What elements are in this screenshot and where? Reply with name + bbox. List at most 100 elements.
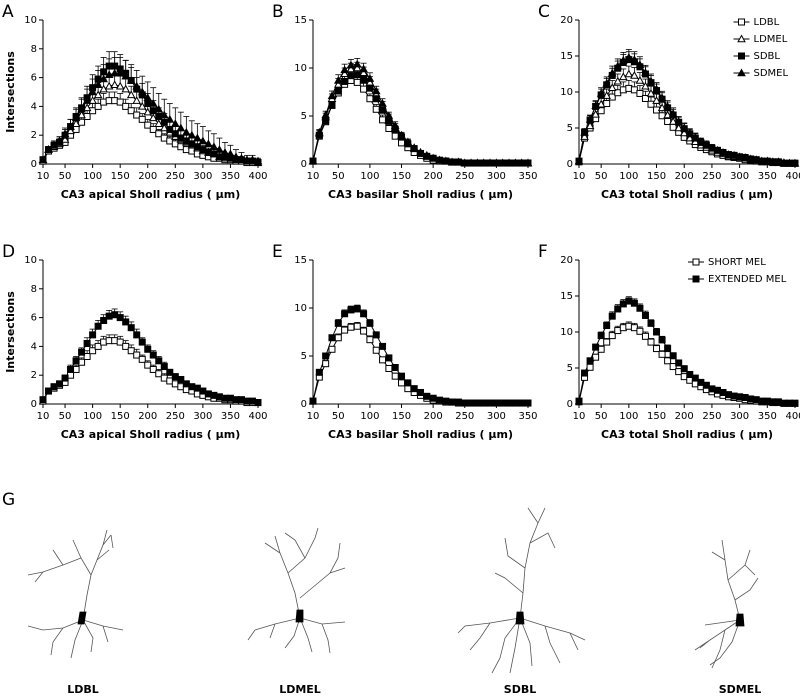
- marker: [685, 133, 695, 142]
- marker: [220, 148, 230, 156]
- marker: [674, 117, 683, 125]
- x-tick-label: 300: [193, 411, 212, 422]
- marker: [94, 322, 102, 330]
- marker: [585, 114, 595, 123]
- marker: [215, 145, 224, 153]
- y-tick-label: 20: [560, 255, 573, 266]
- legend-label: SDBL: [754, 51, 781, 62]
- marker: [511, 399, 519, 407]
- marker: [641, 94, 649, 102]
- marker: [61, 374, 69, 382]
- panel-label: F: [538, 242, 548, 262]
- x-tick-label: 250: [702, 411, 721, 422]
- legend: SHORT MEL EXTENDED MEL: [688, 257, 787, 285]
- x-tick-label: 150: [392, 171, 411, 182]
- x-tick-label: 100: [619, 171, 638, 182]
- marker: [791, 399, 799, 407]
- marker: [679, 128, 689, 137]
- marker: [696, 137, 706, 145]
- x-tick-label: 100: [360, 411, 379, 422]
- marker: [144, 345, 152, 353]
- marker: [707, 143, 717, 152]
- marker: [155, 130, 163, 138]
- marker: [592, 353, 600, 361]
- marker: [492, 399, 500, 407]
- marker: [94, 102, 102, 110]
- marker: [614, 305, 622, 313]
- marker: [149, 365, 157, 373]
- marker: [187, 130, 197, 139]
- marker: [691, 132, 700, 141]
- marker: [253, 156, 263, 165]
- marker: [574, 156, 584, 165]
- x-tick-label: 10: [37, 411, 50, 422]
- marker: [385, 354, 393, 362]
- legend-marker: [737, 68, 746, 77]
- marker: [607, 68, 617, 77]
- marker: [379, 356, 387, 364]
- y-tick-label: 5: [567, 363, 573, 374]
- panel-label: D: [2, 242, 15, 262]
- marker: [138, 115, 146, 123]
- x-tick-label: 10: [37, 171, 50, 182]
- x-tick-label: 50: [59, 411, 72, 422]
- marker: [177, 376, 185, 384]
- x-tick-label: 200: [138, 171, 157, 182]
- panel-label: E: [272, 242, 283, 262]
- marker: [254, 399, 262, 407]
- x-axis-label: CA3 apical Sholl radius ( μm): [61, 188, 241, 201]
- marker: [155, 370, 163, 378]
- x-tick-label: 200: [424, 171, 443, 182]
- marker: [379, 342, 387, 350]
- marker: [353, 71, 361, 79]
- marker: [435, 396, 443, 404]
- x-tick-label: 200: [138, 411, 157, 422]
- marker: [763, 156, 772, 165]
- marker: [126, 90, 136, 99]
- marker: [646, 88, 656, 97]
- marker: [93, 80, 103, 89]
- marker: [630, 70, 639, 79]
- x-tick-label: 350: [518, 411, 537, 422]
- x-tick-label: 10: [307, 411, 320, 422]
- marker: [675, 359, 683, 367]
- x-tick-label: 350: [758, 411, 777, 422]
- marker: [504, 158, 514, 167]
- marker: [66, 126, 75, 135]
- y-axis-label: Intersections: [4, 51, 17, 133]
- marker: [365, 74, 375, 82]
- marker: [171, 130, 179, 138]
- y-tick-label: 0: [301, 399, 307, 410]
- marker: [126, 76, 136, 84]
- marker: [740, 153, 750, 161]
- x-axis-label: CA3 basilar Sholl radius ( μm): [328, 188, 513, 201]
- marker: [333, 76, 343, 84]
- panel-label: B: [272, 2, 284, 22]
- marker: [680, 365, 688, 373]
- marker: [193, 133, 202, 142]
- marker: [137, 101, 147, 110]
- chart: E 0 5 10 15 10 50 100 150 200 250 300 350 CA3 basilar…: [272, 242, 538, 441]
- x-tick-label: 300: [487, 171, 506, 182]
- marker: [322, 117, 330, 125]
- marker: [341, 326, 349, 334]
- marker: [591, 109, 600, 118]
- marker: [602, 91, 611, 99]
- marker: [391, 364, 399, 372]
- x-tick-label: 400: [248, 171, 267, 182]
- marker: [652, 84, 661, 93]
- legend-label: LDMEL: [754, 34, 788, 45]
- marker: [176, 123, 186, 132]
- marker: [379, 106, 387, 114]
- marker: [518, 399, 526, 407]
- marker: [467, 399, 475, 407]
- marker: [668, 117, 678, 125]
- marker: [159, 123, 169, 132]
- marker: [397, 130, 406, 139]
- marker: [372, 95, 380, 103]
- x-tick-label: 150: [647, 171, 666, 182]
- marker: [635, 76, 645, 84]
- marker: [308, 156, 318, 165]
- x-tick-label: 50: [332, 171, 345, 182]
- y-tick-label: 8: [31, 284, 37, 295]
